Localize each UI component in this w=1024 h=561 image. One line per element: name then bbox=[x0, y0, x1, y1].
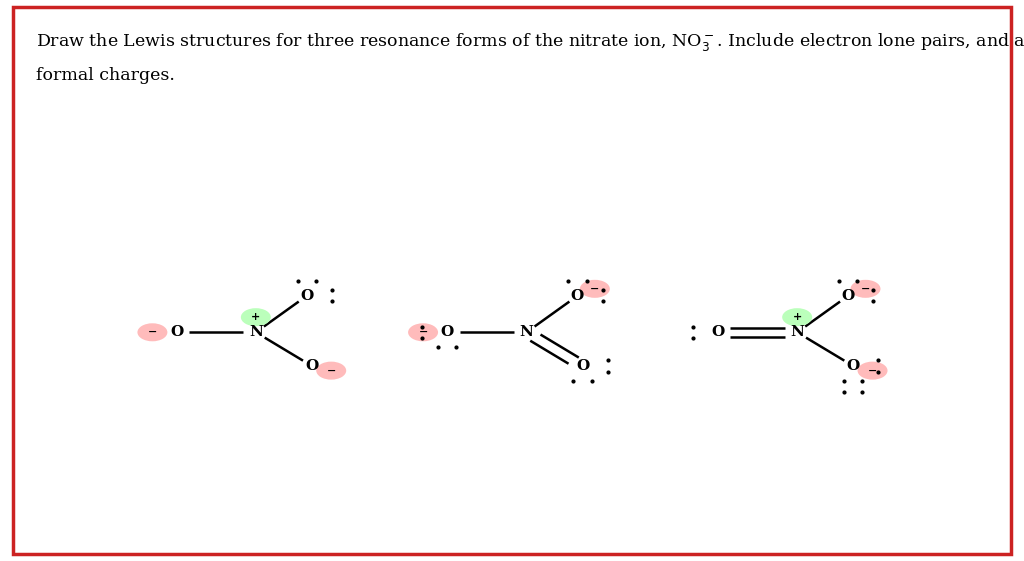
Text: +: + bbox=[793, 312, 802, 322]
Text: O: O bbox=[300, 289, 313, 303]
Text: O: O bbox=[575, 359, 589, 373]
Text: formal charges.: formal charges. bbox=[36, 67, 175, 84]
Text: O: O bbox=[170, 325, 183, 339]
Text: −: − bbox=[327, 366, 336, 376]
Text: O: O bbox=[570, 289, 584, 303]
Text: N: N bbox=[519, 325, 534, 339]
Text: −: − bbox=[147, 327, 157, 337]
Text: −: − bbox=[590, 284, 599, 294]
Circle shape bbox=[316, 362, 346, 380]
Circle shape bbox=[857, 362, 888, 380]
Text: −: − bbox=[419, 327, 428, 337]
Circle shape bbox=[409, 323, 438, 341]
Text: N: N bbox=[249, 325, 263, 339]
Circle shape bbox=[851, 280, 881, 298]
Text: O: O bbox=[847, 359, 860, 373]
Text: −: − bbox=[861, 284, 870, 294]
Text: O: O bbox=[440, 325, 454, 339]
Text: O: O bbox=[842, 289, 855, 303]
Text: N: N bbox=[791, 325, 804, 339]
Text: Draw the Lewis structures for three resonance forms of the nitrate ion, NO$_3^-$: Draw the Lewis structures for three reso… bbox=[36, 31, 1024, 53]
Circle shape bbox=[241, 308, 270, 326]
Circle shape bbox=[782, 308, 812, 326]
Text: O: O bbox=[712, 325, 725, 339]
Text: +: + bbox=[251, 312, 260, 322]
Text: −: − bbox=[868, 366, 878, 376]
Circle shape bbox=[580, 280, 610, 298]
Circle shape bbox=[137, 323, 167, 341]
Text: O: O bbox=[305, 359, 318, 373]
